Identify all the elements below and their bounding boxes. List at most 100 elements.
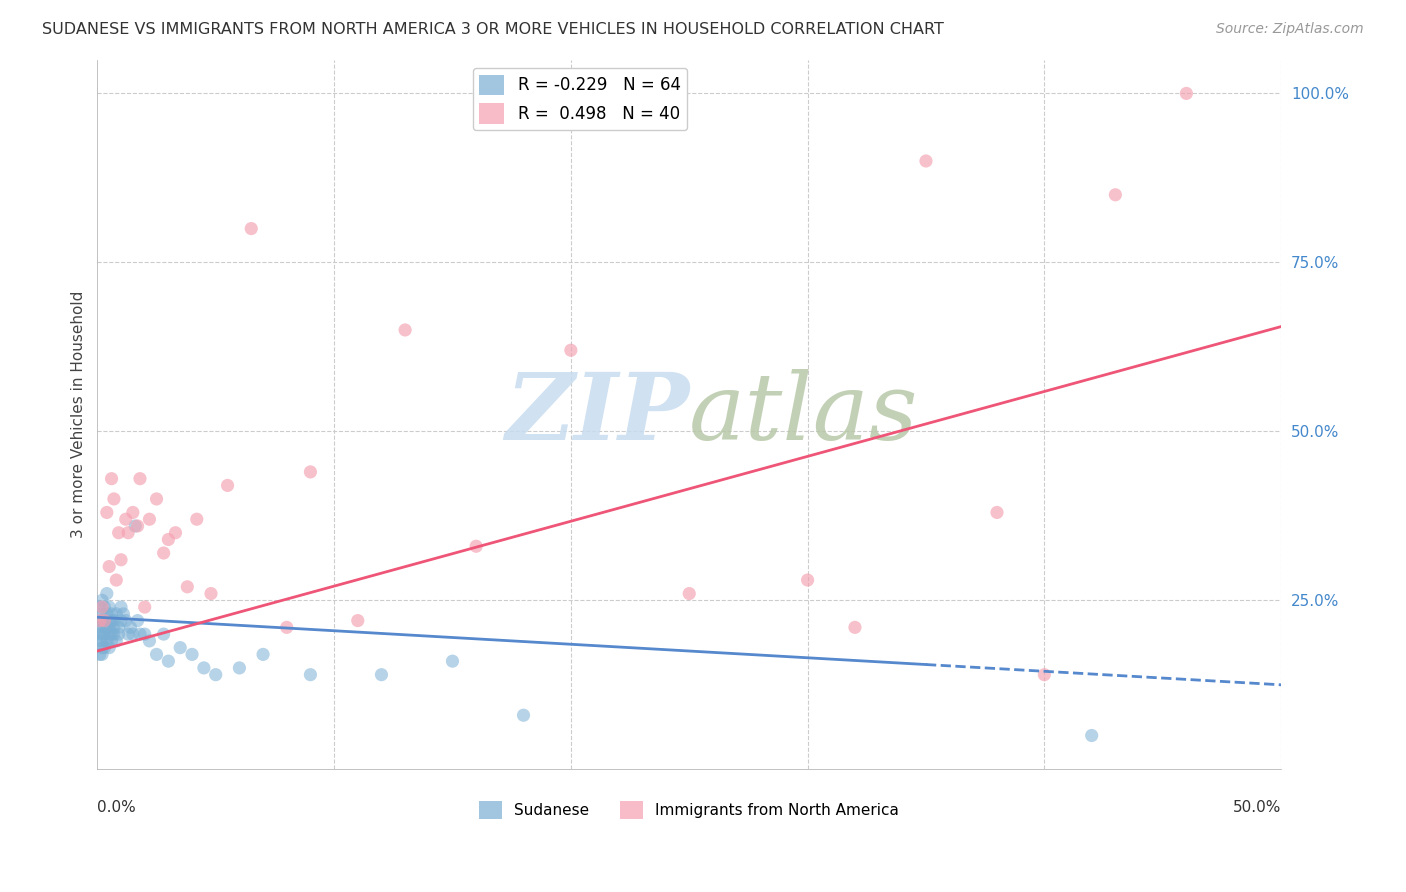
Point: [100, 627, 122, 641]
Point: [91, 600, 114, 615]
Point: [228, 661, 250, 675]
Point: [299, 465, 322, 479]
Point: [98, 627, 121, 641]
Point: [796, 573, 818, 587]
Point: [98, 640, 121, 655]
Point: [138, 512, 160, 526]
Point: [96, 506, 118, 520]
Point: [93, 640, 115, 655]
Point: [276, 620, 298, 634]
Point: [105, 607, 128, 621]
Point: [1175, 87, 1198, 101]
Point: [1104, 187, 1126, 202]
Point: [129, 472, 152, 486]
Point: [120, 620, 142, 634]
Point: [512, 708, 534, 723]
Point: [93, 620, 115, 634]
Point: [124, 519, 146, 533]
Point: [370, 667, 392, 681]
Point: [117, 525, 139, 540]
Point: [98, 620, 121, 634]
Point: [441, 654, 464, 668]
Point: [89, 648, 111, 662]
Point: [129, 627, 152, 641]
Point: [346, 614, 368, 628]
Point: [986, 506, 1008, 520]
Point: [98, 600, 121, 615]
Point: [186, 512, 208, 526]
Point: [105, 573, 128, 587]
Point: [152, 546, 174, 560]
Point: [157, 654, 180, 668]
Point: [91, 607, 114, 621]
Point: [96, 620, 118, 634]
Point: [89, 614, 111, 628]
Point: [100, 607, 122, 621]
Point: [100, 614, 122, 628]
Point: [112, 607, 135, 621]
Point: [145, 491, 167, 506]
Point: [107, 525, 129, 540]
Point: [91, 640, 114, 655]
Point: [121, 627, 143, 641]
Point: [110, 553, 132, 567]
Point: [89, 620, 111, 634]
Point: [91, 648, 114, 662]
Point: [89, 600, 111, 615]
Point: [121, 506, 143, 520]
Point: [299, 667, 322, 681]
Point: [193, 661, 215, 675]
Text: SUDANESE VS IMMIGRANTS FROM NORTH AMERICA 3 OR MORE VEHICLES IN HOUSEHOLD CORREL: SUDANESE VS IMMIGRANTS FROM NORTH AMERIC…: [42, 22, 943, 37]
Point: [127, 614, 149, 628]
Point: [560, 343, 582, 358]
Point: [145, 648, 167, 662]
Point: [103, 614, 125, 628]
Point: [915, 153, 938, 168]
Point: [105, 633, 128, 648]
Y-axis label: 3 or more Vehicles in Household: 3 or more Vehicles in Household: [72, 291, 86, 538]
Point: [114, 614, 136, 628]
Point: [103, 620, 125, 634]
Point: [217, 478, 239, 492]
Text: 0.0%: 0.0%: [97, 800, 136, 815]
Point: [103, 627, 125, 641]
Point: [465, 539, 488, 553]
Point: [100, 472, 122, 486]
Point: [152, 627, 174, 641]
Point: [93, 614, 115, 628]
Point: [169, 640, 191, 655]
Text: ZIP: ZIP: [505, 369, 689, 459]
Text: atlas: atlas: [689, 369, 918, 459]
Point: [93, 614, 115, 628]
Point: [89, 614, 111, 628]
Point: [103, 491, 125, 506]
Point: [91, 627, 114, 641]
Point: [157, 533, 180, 547]
Point: [181, 648, 204, 662]
Point: [96, 586, 118, 600]
Point: [89, 627, 111, 641]
Point: [93, 600, 115, 615]
Point: [134, 600, 156, 615]
Point: [110, 600, 132, 615]
Point: [1033, 667, 1056, 681]
Point: [98, 559, 121, 574]
Text: Source: ZipAtlas.com: Source: ZipAtlas.com: [1216, 22, 1364, 37]
Point: [91, 633, 114, 648]
Point: [204, 667, 226, 681]
Point: [98, 614, 121, 628]
Point: [96, 633, 118, 648]
Text: 50.0%: 50.0%: [1233, 800, 1281, 815]
Legend: Sudanese, Immigrants from North America: Sudanese, Immigrants from North America: [474, 795, 905, 825]
Point: [127, 519, 149, 533]
Point: [89, 633, 111, 648]
Point: [200, 586, 222, 600]
Point: [394, 323, 416, 337]
Point: [91, 593, 114, 607]
Point: [93, 627, 115, 641]
Point: [678, 586, 700, 600]
Point: [252, 648, 274, 662]
Point: [165, 525, 187, 540]
Point: [176, 580, 198, 594]
Point: [107, 627, 129, 641]
